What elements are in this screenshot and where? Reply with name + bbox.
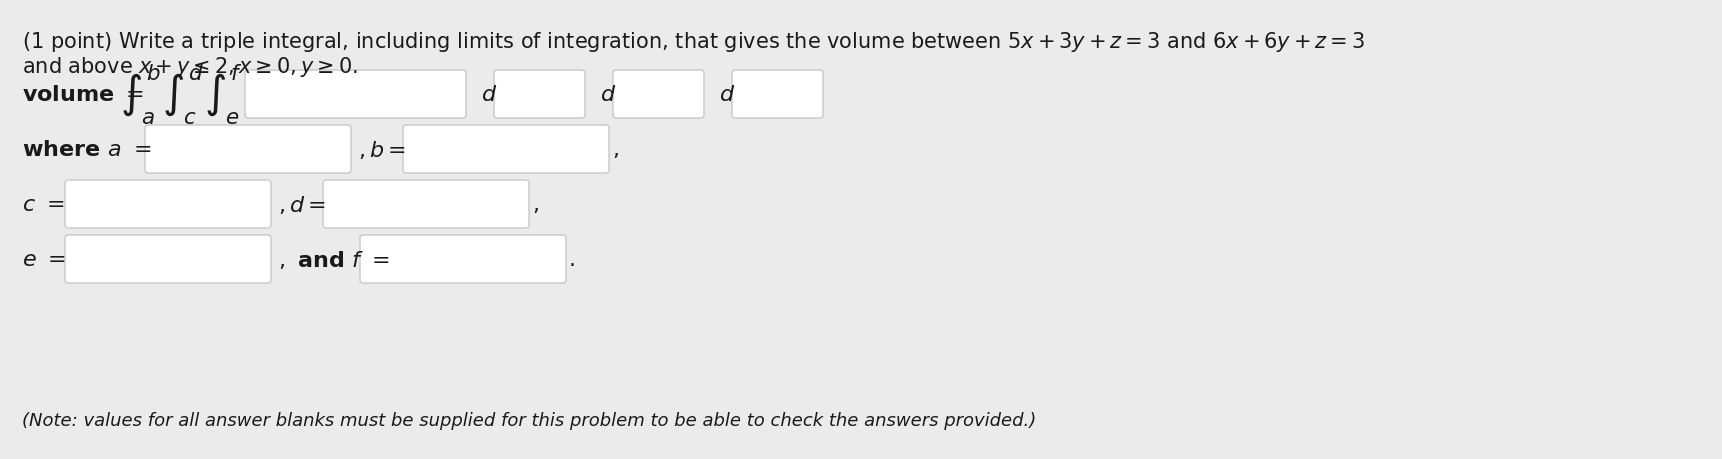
Text: $\int_e^f$: $\int_e^f$ [203, 63, 243, 127]
Text: $\int_a^b$: $\int_a^b$ [121, 63, 162, 127]
FancyBboxPatch shape [732, 71, 823, 119]
FancyBboxPatch shape [494, 71, 585, 119]
FancyBboxPatch shape [403, 126, 610, 174]
Text: .: . [568, 249, 575, 269]
Text: where $a$ $=$: where $a$ $=$ [22, 140, 152, 160]
Text: $, d =$: $, d =$ [277, 194, 325, 216]
Text: ,: , [611, 140, 618, 160]
Text: $,$ and $f$ $=$: $,$ and $f$ $=$ [277, 248, 389, 270]
Text: ,: , [532, 195, 539, 214]
Text: and above $x + y \leq 2, x \geq 0, y \geq 0$.: and above $x + y \leq 2, x \geq 0, y \ge… [22, 55, 358, 79]
FancyBboxPatch shape [324, 180, 529, 229]
Text: $e$ $=$: $e$ $=$ [22, 249, 65, 269]
FancyBboxPatch shape [360, 235, 567, 283]
Text: $\int_c^d$: $\int_c^d$ [162, 63, 205, 127]
Text: $c$ $=$: $c$ $=$ [22, 195, 64, 214]
FancyBboxPatch shape [65, 180, 270, 229]
FancyBboxPatch shape [65, 235, 270, 283]
FancyBboxPatch shape [613, 71, 704, 119]
Text: (Note: values for all answer blanks must be supplied for this problem to be able: (Note: values for all answer blanks must… [22, 411, 1037, 429]
FancyBboxPatch shape [245, 71, 467, 119]
Text: $d$: $d$ [720, 85, 735, 105]
Text: (1 point) Write a triple integral, including limits of integration, that gives t: (1 point) Write a triple integral, inclu… [22, 30, 1366, 54]
Text: $, b =$: $, b =$ [358, 139, 406, 161]
Text: volume $=$: volume $=$ [22, 85, 145, 105]
FancyBboxPatch shape [145, 126, 351, 174]
Text: $d$: $d$ [480, 85, 498, 105]
Text: $d$: $d$ [599, 85, 616, 105]
